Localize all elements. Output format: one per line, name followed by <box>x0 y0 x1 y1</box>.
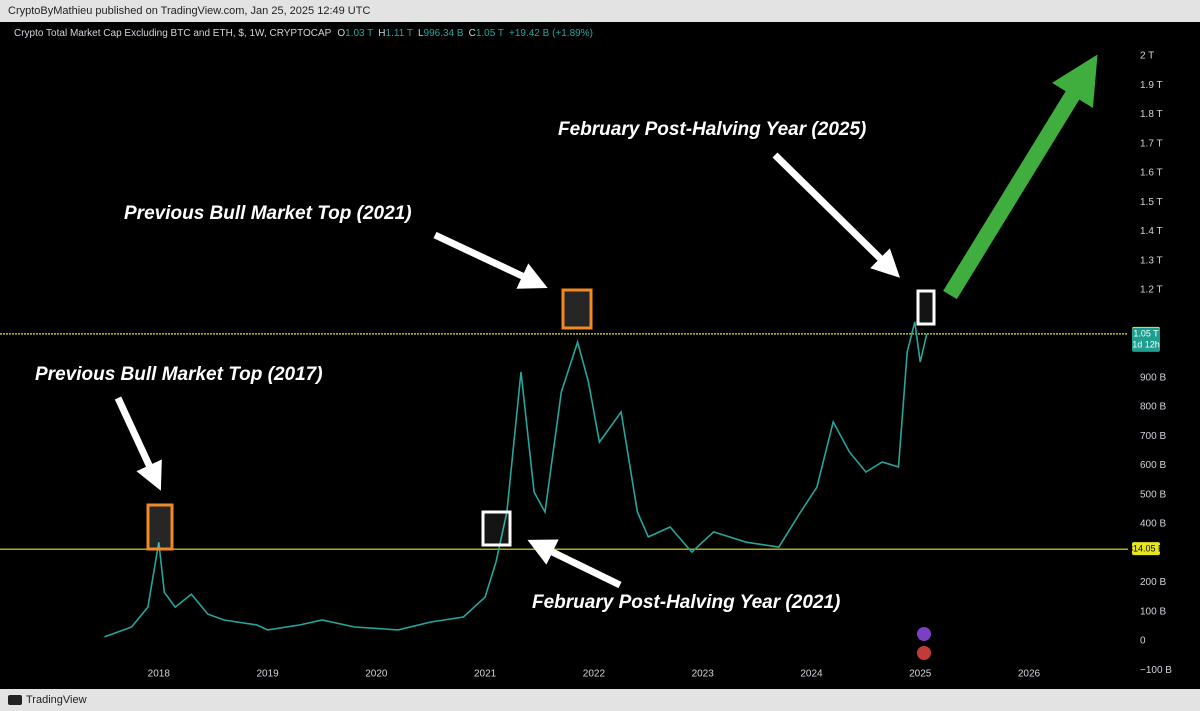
y-tick-label: 1.5 T <box>1140 197 1163 208</box>
arrow <box>772 152 900 278</box>
y-tick-label: 1.6 T <box>1140 168 1163 179</box>
level-label: 314.05 B <box>1128 544 1164 554</box>
publisher: CryptoByMathieu published on TradingView… <box>8 5 371 17</box>
annotation: February Post-Halving Year (2025) <box>558 119 866 140</box>
y-tick-label: 900 B <box>1140 372 1166 383</box>
x-tick-label: 2026 <box>1018 669 1041 680</box>
y-tick-label: 500 B <box>1140 489 1166 500</box>
y-tick-label: 1.2 T <box>1140 285 1163 296</box>
price-line <box>104 321 928 638</box>
y-tick-label: 1.8 T <box>1140 109 1163 120</box>
y-tick-label: 600 B <box>1140 460 1166 471</box>
annotation: Previous Bull Market Top (2017) <box>35 364 323 385</box>
y-tick-label: 400 B <box>1140 519 1166 530</box>
ohlc-key: C <box>469 28 476 39</box>
logo <box>8 695 22 705</box>
y-tick-label: −100 B <box>1140 665 1172 676</box>
change: +19.42 B (+1.89%) <box>509 28 593 39</box>
y-tick-label: 800 B <box>1140 402 1166 413</box>
symbol-title: Crypto Total Market Cap Excluding BTC an… <box>14 28 332 39</box>
target-arrow <box>943 54 1098 300</box>
arrow <box>433 231 548 289</box>
x-tick-label: 2020 <box>365 669 388 680</box>
y-tick-label: 200 B <box>1140 577 1166 588</box>
highlight-box <box>916 289 936 326</box>
y-tick-label: 1.3 T <box>1140 255 1163 266</box>
annotation: February Post-Halving Year (2021) <box>532 592 840 613</box>
plot: 2 T 1.9 T 1.8 T 1.7 T 1.6 T 1.5 T 1.4 T 1.3 T 1.… <box>0 51 1172 680</box>
ohlc-value: 1.05 T <box>476 28 504 39</box>
y-tick-label: 1.4 T <box>1140 226 1163 237</box>
y-tick-label: 2 T <box>1140 51 1154 62</box>
annotation: Previous Bull Market Top (2021) <box>124 203 412 224</box>
ohlc-key: O <box>337 28 345 39</box>
last-price-box <box>1132 327 1160 352</box>
x-tick-label: 2018 <box>148 669 171 680</box>
ohlc-value: 996.34 B <box>424 28 464 39</box>
arrow <box>527 539 622 589</box>
brand: TradingView <box>26 694 87 706</box>
highlight-box <box>146 503 174 551</box>
publisher-bar: CryptoByMathieu published on TradingView… <box>0 0 1200 22</box>
ohlc-value: 1.11 T <box>386 28 413 39</box>
x-tick-label: 2024 <box>800 669 823 680</box>
x-tick-label: 2022 <box>583 669 606 680</box>
x-tick-label: 2019 <box>256 669 279 680</box>
event-icon[interactable] <box>917 627 931 641</box>
y-tick-label: 0 <box>1140 636 1146 647</box>
y-tick-label: 1.7 T <box>1140 138 1163 149</box>
countdown: 1d 12h <box>1132 339 1160 349</box>
ohlc-value: 1.03 T <box>345 28 373 39</box>
last-price-label: 1.05 T <box>1133 328 1159 338</box>
ohlc-key: L <box>418 28 424 39</box>
x-tick-label: 2025 <box>909 669 932 680</box>
footer-bar: TradingView <box>0 689 1200 711</box>
highlight-box <box>561 288 593 330</box>
arrow <box>114 396 162 491</box>
y-tick-label: 100 B <box>1140 606 1166 617</box>
legend-line: Crypto Total Market Cap Excluding BTC an… <box>14 28 593 39</box>
chart: Crypto Total Market Cap Excluding BTC an… <box>0 22 1200 689</box>
ohlc-key: H <box>378 28 385 39</box>
event-icon[interactable] <box>917 646 931 660</box>
y-tick-label: 700 B <box>1140 431 1166 442</box>
highlight-box <box>481 510 512 547</box>
y-tick-label: 1.9 T <box>1140 80 1163 91</box>
x-tick-label: 2023 <box>692 669 715 680</box>
x-tick-label: 2021 <box>474 669 497 680</box>
level-label-box <box>1132 542 1160 556</box>
